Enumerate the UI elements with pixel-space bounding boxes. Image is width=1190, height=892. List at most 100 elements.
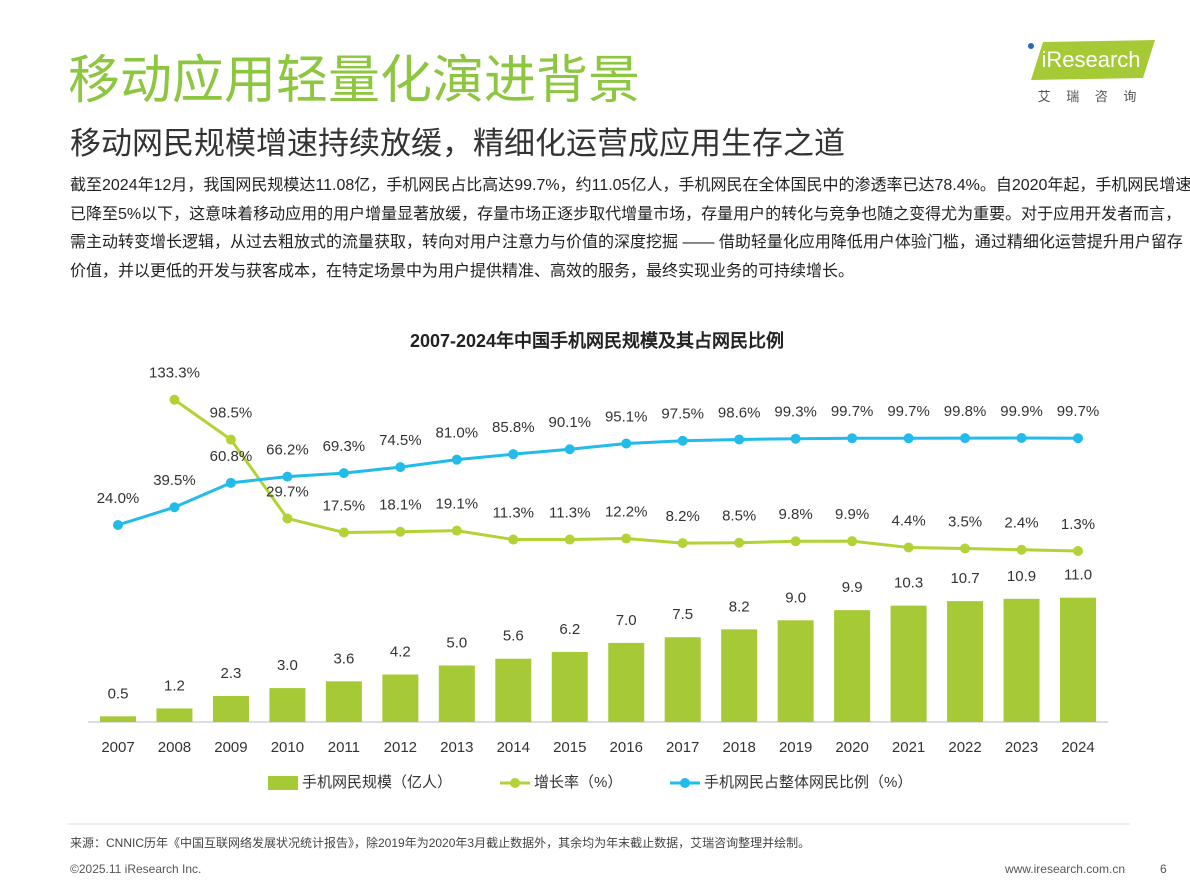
data-label: 10.7 bbox=[950, 570, 979, 587]
data-label: 3.0 bbox=[277, 657, 298, 674]
data-label: 9.9% bbox=[835, 506, 869, 523]
point bbox=[677, 538, 688, 549]
x-tick-label: 2021 bbox=[892, 739, 925, 756]
x-tick-label: 2018 bbox=[722, 739, 755, 756]
x-tick-label: 2011 bbox=[328, 739, 360, 756]
data-label: 9.8% bbox=[779, 506, 813, 523]
data-label: 9.0 bbox=[785, 589, 806, 606]
point bbox=[1073, 433, 1083, 444]
point bbox=[338, 527, 349, 538]
x-tick-label: 2020 bbox=[835, 739, 868, 756]
page-subtitle: 移动网民规模增速持续放缓，精细化运营成应用生存之道 bbox=[70, 126, 845, 161]
legend-swatch bbox=[268, 776, 298, 790]
x-tick-label: 2023 bbox=[1005, 739, 1038, 756]
point bbox=[903, 542, 914, 553]
point bbox=[903, 433, 914, 444]
x-tick-label: 2007 bbox=[101, 739, 134, 756]
point bbox=[451, 454, 462, 465]
page-number: 6 bbox=[1160, 862, 1167, 876]
point bbox=[395, 462, 406, 473]
bar bbox=[495, 658, 532, 722]
data-label: 4.2 bbox=[390, 644, 411, 661]
data-label: 12.2% bbox=[605, 503, 648, 520]
body-text: 截至2024年12月，我国网民规模达11.08亿，手机网民占比高达99.7%，约… bbox=[70, 177, 1190, 280]
point bbox=[338, 468, 349, 479]
data-label: 24.0% bbox=[97, 490, 140, 507]
point bbox=[960, 543, 971, 554]
data-label: 8.2% bbox=[666, 508, 700, 525]
data-label: 11.3% bbox=[493, 505, 534, 522]
bar bbox=[325, 681, 362, 722]
point bbox=[847, 433, 858, 444]
data-label: 1.3% bbox=[1061, 516, 1095, 533]
data-label: 10.3 bbox=[894, 575, 923, 592]
data-label: 19.1% bbox=[436, 496, 479, 513]
data-label: 8.2 bbox=[729, 598, 750, 615]
data-label: 99.3% bbox=[774, 404, 817, 421]
data-label: 1.2 bbox=[164, 677, 185, 694]
bar bbox=[777, 620, 814, 722]
data-label: 99.8% bbox=[944, 403, 987, 420]
x-tick-label: 2015 bbox=[553, 739, 586, 756]
legend-label: 手机网民规模（亿人） bbox=[302, 774, 452, 791]
logo-text: iResearch bbox=[1041, 47, 1140, 72]
chart-title: 2007-2024年中国手机网民规模及其占网民比例 bbox=[410, 330, 784, 351]
data-label: 97.5% bbox=[661, 406, 704, 423]
point bbox=[169, 502, 180, 513]
data-label: 90.1% bbox=[548, 414, 591, 431]
point bbox=[621, 533, 632, 544]
point bbox=[282, 513, 293, 524]
bar bbox=[608, 642, 645, 722]
data-label: 99.7% bbox=[887, 403, 930, 420]
data-label: 11.3% bbox=[549, 505, 590, 522]
data-label: 133.3% bbox=[149, 365, 200, 382]
data-label: 99.7% bbox=[1057, 403, 1100, 420]
data-label: 29.7% bbox=[266, 483, 309, 500]
legend-label: 手机网民占整体网民比例（%） bbox=[704, 774, 912, 791]
data-label: 99.9% bbox=[1000, 403, 1043, 420]
bar bbox=[100, 716, 136, 722]
point bbox=[1016, 544, 1027, 555]
point bbox=[677, 435, 688, 446]
data-label: 95.1% bbox=[605, 408, 648, 425]
bar bbox=[269, 688, 306, 722]
legend-swatch bbox=[510, 778, 520, 788]
data-label: 2.3 bbox=[221, 665, 242, 682]
point bbox=[225, 434, 236, 445]
bar bbox=[382, 674, 419, 722]
legend-swatch bbox=[680, 778, 690, 788]
bar bbox=[438, 665, 475, 722]
point bbox=[169, 394, 180, 405]
copyright: ©2025.11 iResearch Inc. bbox=[70, 862, 202, 876]
bar bbox=[721, 629, 758, 722]
data-label: 10.9 bbox=[1007, 568, 1036, 585]
point bbox=[564, 444, 575, 455]
page-title: 移动应用轻量化演进背景 bbox=[68, 52, 641, 110]
x-tick-label: 2014 bbox=[497, 739, 530, 756]
bar bbox=[664, 637, 701, 722]
bar bbox=[551, 651, 588, 722]
point bbox=[790, 536, 801, 547]
point bbox=[621, 438, 632, 449]
x-tick-label: 2022 bbox=[948, 739, 981, 756]
data-label: 0.5 bbox=[108, 685, 129, 702]
point bbox=[734, 434, 745, 445]
x-tick-label: 2019 bbox=[779, 739, 812, 756]
data-label: 98.5% bbox=[210, 405, 253, 422]
x-tick-label: 2009 bbox=[214, 739, 247, 756]
data-label: 85.8% bbox=[492, 419, 535, 436]
point bbox=[395, 526, 406, 537]
point bbox=[790, 433, 801, 444]
data-label: 11.0 bbox=[1064, 567, 1092, 584]
data-label: 2.4% bbox=[1004, 515, 1038, 532]
point bbox=[1073, 546, 1083, 557]
data-label: 7.0 bbox=[616, 612, 637, 629]
point bbox=[734, 537, 745, 548]
x-tick-label: 2008 bbox=[158, 739, 191, 756]
data-label: 7.5 bbox=[672, 606, 693, 623]
x-tick-label: 2017 bbox=[666, 739, 699, 756]
point bbox=[960, 433, 971, 444]
data-label: 8.5% bbox=[722, 508, 756, 525]
legend-label: 增长率（%） bbox=[534, 774, 622, 791]
